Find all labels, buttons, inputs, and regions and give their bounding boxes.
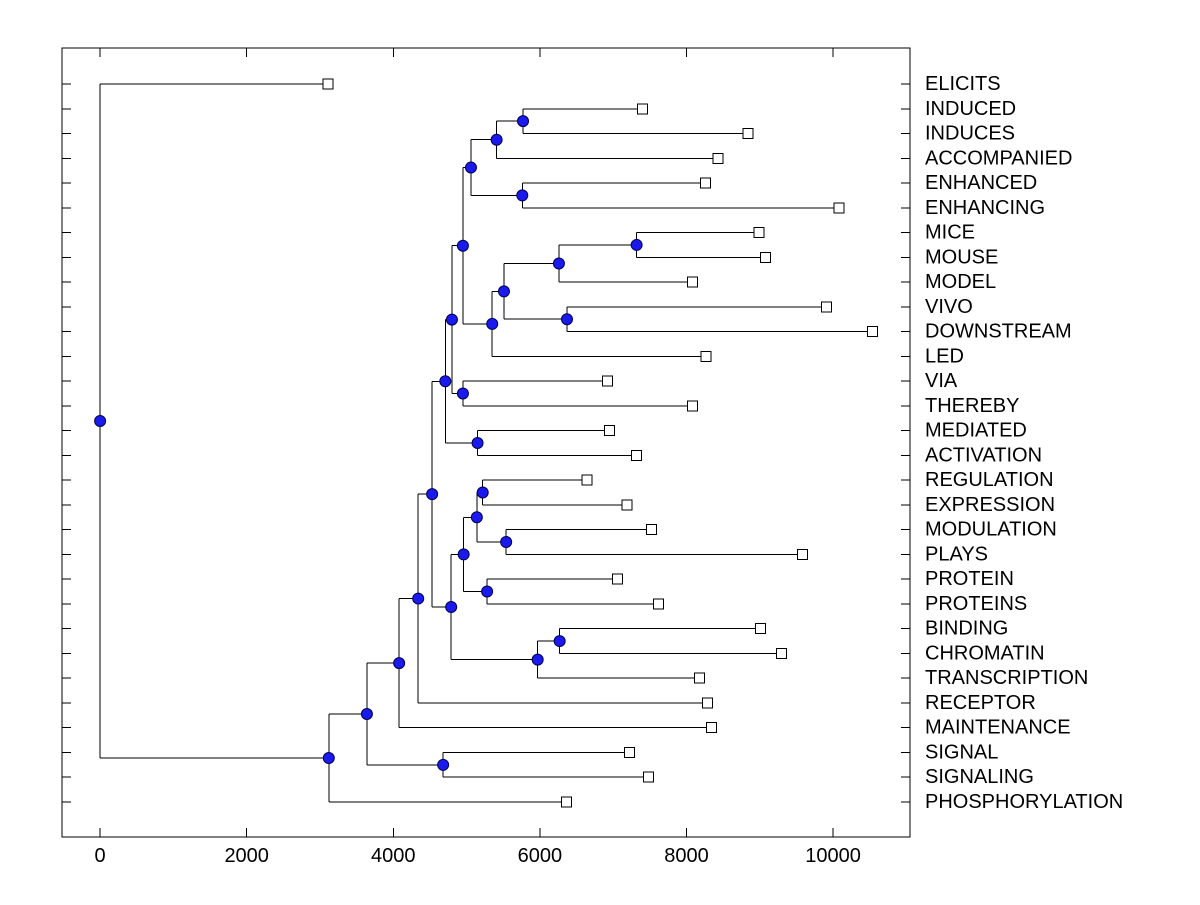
internal-node-marker: [457, 548, 470, 561]
leaf-marker-enhancing: [833, 202, 845, 214]
leaf-marker-proteins: [653, 598, 665, 610]
plot-box: [61, 47, 911, 838]
internal-node-marker: [471, 436, 484, 449]
internal-node-marker: [393, 657, 406, 670]
leaf-label-modulation: MODULATION: [925, 519, 1057, 541]
internal-node-marker: [445, 313, 458, 326]
internal-node-marker: [552, 257, 565, 270]
leaf-label-enhancing: ENHANCING: [925, 197, 1045, 219]
internal-node-marker: [464, 161, 477, 174]
leaf-label-binding: BINDING: [925, 618, 1008, 640]
leaf-marker-model: [686, 276, 698, 288]
leaf-label-plays: PLAYS: [925, 543, 988, 565]
leaf-label-led: LED: [925, 345, 964, 367]
leaf-marker-protein: [612, 573, 624, 585]
leaf-label-induces: INDUCES: [925, 123, 1015, 145]
internal-node-marker: [456, 387, 469, 400]
internal-node-marker: [360, 708, 373, 721]
leaf-marker-signal: [623, 746, 635, 758]
leaf-marker-modulation: [645, 524, 657, 536]
leaf-marker-activation: [631, 449, 643, 461]
leaf-label-mice: MICE: [925, 222, 975, 244]
x-tick-label: 4000: [371, 845, 416, 867]
leaf-label-proteins: PROTEINS: [925, 593, 1027, 615]
internal-node-marker: [412, 592, 425, 605]
leaf-marker-induces: [742, 128, 754, 140]
leaf-label-receptor: RECEPTOR: [925, 692, 1036, 714]
leaf-label-model: MODEL: [925, 271, 996, 293]
leaf-marker-phosphorylation: [560, 796, 572, 808]
leaf-label-activation: ACTIVATION: [925, 444, 1042, 466]
leaf-label-enhanced: ENHANCED: [925, 172, 1037, 194]
x-tick-label: 8000: [664, 845, 709, 867]
internal-node-marker: [94, 415, 107, 428]
x-tick-label: 0: [95, 845, 106, 867]
leaf-label-maintenance: MAINTENANCE: [925, 717, 1071, 739]
internal-node-marker: [517, 115, 530, 128]
leaf-marker-mediated: [603, 425, 615, 437]
leaf-marker-signaling: [642, 771, 654, 783]
leaf-marker-via: [601, 375, 613, 387]
leaf-marker-thereby: [686, 400, 698, 412]
leaf-marker-binding: [754, 623, 766, 635]
internal-node-marker: [476, 486, 489, 499]
leaf-label-chromatin: CHROMATIN: [925, 642, 1045, 664]
internal-node-marker: [470, 511, 483, 524]
leaf-label-expression: EXPRESSION: [925, 494, 1055, 516]
leaf-label-vivo: VIVO: [925, 296, 973, 318]
internal-node-marker: [490, 133, 503, 146]
leaf-marker-plays: [796, 548, 808, 560]
internal-node-marker: [445, 601, 458, 614]
leaf-marker-expression: [621, 499, 633, 511]
internal-node-marker: [439, 375, 452, 388]
leaf-label-accompanied: ACCOMPANIED: [925, 147, 1072, 169]
leaf-marker-induced: [636, 103, 648, 115]
leaf-marker-chromatin: [776, 647, 788, 659]
internal-node-marker: [486, 317, 499, 330]
internal-node-marker: [426, 488, 439, 501]
leaf-label-protein: PROTEIN: [925, 568, 1014, 590]
leaf-label-induced: INDUCED: [925, 98, 1016, 120]
leaf-label-thereby: THEREBY: [925, 395, 1019, 417]
internal-node-marker: [516, 189, 529, 202]
internal-node-marker: [553, 635, 566, 648]
internal-node-marker: [456, 239, 469, 252]
leaf-marker-receptor: [702, 697, 714, 709]
leaf-marker-mouse: [760, 251, 772, 263]
internal-node-marker: [500, 536, 513, 549]
leaf-label-mouse: MOUSE: [925, 246, 998, 268]
x-tick-label: 2000: [224, 845, 269, 867]
leaf-marker-elicits: [322, 78, 334, 90]
leaf-marker-vivo: [820, 301, 832, 313]
leaf-marker-mice: [753, 227, 765, 239]
leaf-label-transcription: TRANSCRIPTION: [925, 667, 1088, 689]
leaf-marker-maintenance: [705, 722, 717, 734]
leaf-label-via: VIA: [925, 370, 958, 392]
x-tick-label: 10000: [805, 845, 861, 867]
internal-node-marker: [481, 585, 494, 598]
leaf-marker-enhanced: [700, 177, 712, 189]
leaf-label-phosphorylation: PHOSPHORYLATION: [925, 791, 1123, 813]
leaf-label-elicits: ELICITS: [925, 73, 1001, 95]
internal-node-marker: [560, 313, 573, 326]
internal-node-marker: [497, 285, 510, 298]
leaf-marker-led: [700, 350, 712, 362]
leaf-marker-accompanied: [712, 152, 724, 164]
internal-node-marker: [630, 238, 643, 251]
leaf-marker-transcription: [694, 672, 706, 684]
leaf-label-mediated: MEDIATED: [925, 420, 1027, 442]
leaf-marker-downstream: [867, 326, 879, 338]
x-tick-label: 6000: [518, 845, 563, 867]
leaf-label-regulation: REGULATION: [925, 469, 1054, 491]
internal-node-marker: [437, 758, 450, 771]
internal-node-marker: [322, 752, 335, 765]
leaf-label-signaling: SIGNALING: [925, 766, 1034, 788]
leaf-label-signal: SIGNAL: [925, 741, 998, 763]
leaf-label-downstream: DOWNSTREAM: [925, 321, 1072, 343]
leaf-marker-regulation: [581, 474, 593, 486]
internal-node-marker: [531, 653, 544, 666]
